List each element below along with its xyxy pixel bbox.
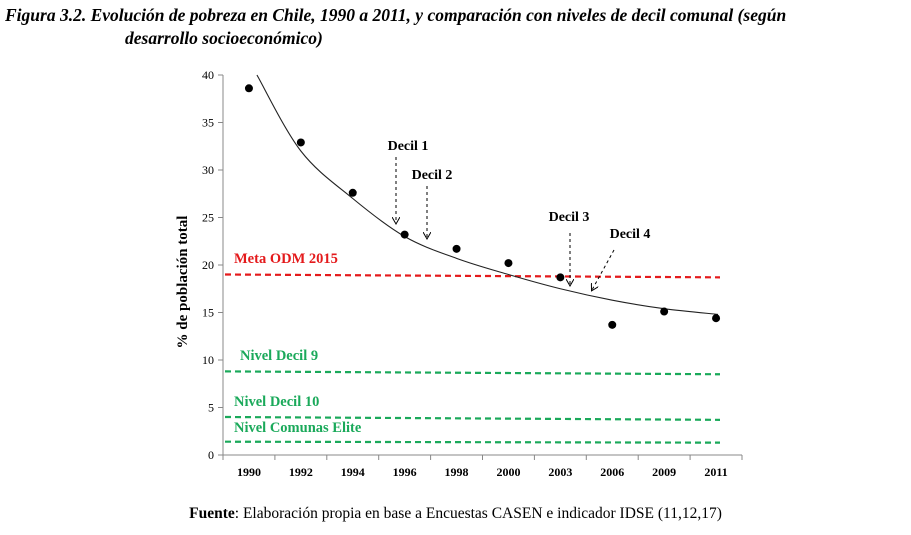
- caption-line-1: Figura 3.2. Evolución de pobreza en Chil…: [5, 5, 787, 25]
- annotation-label: Decil 3: [549, 210, 590, 225]
- data-point: [608, 320, 617, 329]
- caption-line-2: desarrollo socioeconómico): [125, 28, 323, 48]
- data-point: [660, 307, 669, 316]
- source-text: : Elaboración propia en base a Encuestas…: [234, 505, 722, 522]
- data-point: [712, 314, 721, 323]
- x-tick-label: 1990: [237, 465, 261, 479]
- x-tick-label: 2006: [600, 465, 624, 479]
- x-tick-label: 2000: [496, 465, 520, 479]
- reference-line: [224, 415, 721, 421]
- reference-line: [224, 273, 721, 279]
- y-axis-label: % de población total: [175, 216, 191, 349]
- x-tick-label: 1998: [445, 465, 469, 479]
- reference-line-label: Meta ODM 2015: [234, 251, 338, 267]
- x-tick-label: 2009: [652, 465, 676, 479]
- x-tick-label: 2003: [548, 465, 572, 479]
- y-tick-label: 30: [202, 163, 214, 177]
- y-tick-label: 10: [202, 353, 214, 367]
- annotation-arrow: [592, 249, 615, 290]
- figure-caption: Figura 3.2. Evolución de pobreza en Chil…: [5, 4, 905, 50]
- reference-line-label: Nivel Decil 9: [240, 348, 318, 364]
- x-tick-label: 1992: [289, 465, 313, 479]
- x-tick-label: 1994: [341, 465, 365, 479]
- y-tick-label: 0: [208, 448, 214, 462]
- x-tick-label: 1996: [393, 465, 417, 479]
- data-point: [452, 244, 461, 253]
- y-tick-label: 40: [202, 68, 214, 82]
- x-tick-label: 2011: [704, 465, 727, 479]
- data-point: [400, 230, 409, 239]
- y-tick-label: 15: [202, 306, 214, 320]
- trend-line: [256, 74, 719, 315]
- data-point: [244, 84, 253, 93]
- source-note: Fuente: Elaboración propia en base a Enc…: [0, 505, 911, 523]
- data-point: [348, 188, 357, 197]
- y-tick-label: 25: [202, 211, 214, 225]
- y-tick-label: 35: [202, 116, 214, 130]
- y-tick-label: 20: [202, 258, 214, 272]
- y-tick-label: 5: [208, 401, 214, 415]
- data-point: [504, 259, 513, 268]
- annotation-label: Decil 4: [610, 227, 651, 242]
- reference-line: [224, 370, 721, 376]
- reference-line-label: Nivel Comunas Elite: [234, 420, 362, 436]
- annotation-label: Decil 1: [388, 139, 429, 154]
- reference-line-label: Nivel Decil 10: [234, 394, 319, 410]
- annotation-label: Decil 2: [412, 168, 453, 183]
- data-point: [296, 138, 305, 147]
- source-label: Fuente: [189, 505, 235, 522]
- data-point: [556, 273, 565, 282]
- reference-line: [224, 440, 721, 444]
